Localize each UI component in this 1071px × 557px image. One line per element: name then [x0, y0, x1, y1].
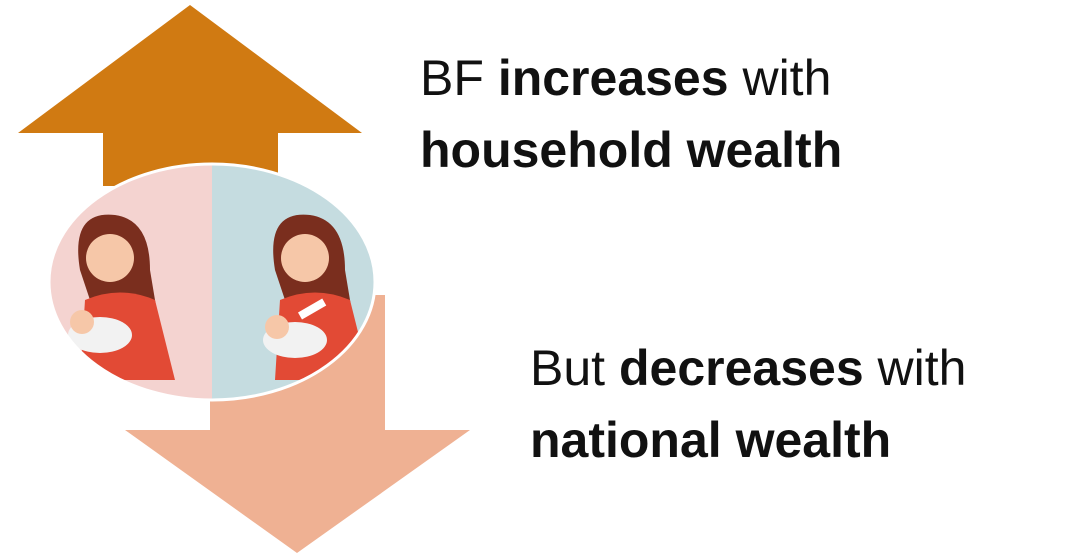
bottom-text: But decreases with national wealth — [530, 332, 966, 476]
line: BF increases with — [420, 42, 842, 114]
line: national wealth — [530, 404, 966, 476]
word: But — [530, 340, 605, 396]
word: with — [742, 50, 831, 106]
word: decreases — [619, 340, 864, 396]
slide: BF increases with household wealth But d… — [0, 0, 1071, 557]
line: But decreases with — [530, 332, 966, 404]
line: household wealth — [420, 114, 842, 186]
word: increases — [498, 50, 729, 106]
word: BF — [420, 50, 484, 106]
top-text: BF increases with household wealth — [420, 42, 842, 186]
word: with — [878, 340, 967, 396]
up-arrow — [18, 5, 362, 186]
